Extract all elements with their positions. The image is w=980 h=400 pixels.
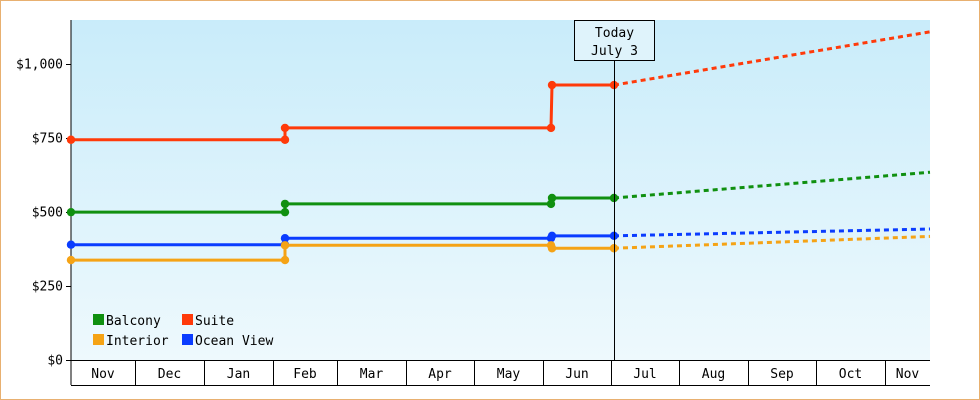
series-forecast-ocean-view: [613, 227, 931, 238]
data-point-suite: [546, 123, 556, 133]
legend-swatch-suite: [182, 314, 193, 325]
x-month-label: Dec: [158, 367, 181, 382]
y-tick-label: $1,000: [16, 58, 63, 73]
y-tick-label: $750: [32, 132, 63, 147]
x-month-label: Aug: [702, 367, 725, 382]
series-line-interior: [71, 243, 614, 262]
legend-swatch-ocean-view: [182, 334, 193, 345]
x-month-label: Oct: [839, 367, 862, 382]
x-month-label: Jul: [633, 367, 656, 382]
x-month-label: Mar: [360, 367, 384, 382]
legend-label-interior: Interior: [106, 334, 169, 349]
plot-area: [71, 20, 930, 360]
x-month-label: Sep: [770, 367, 794, 382]
legend-swatch-balcony: [93, 314, 104, 325]
y-tick-label: $500: [32, 206, 63, 221]
data-point-balcony: [547, 193, 557, 203]
series-line-balcony: [71, 196, 614, 214]
data-point-interior: [280, 241, 290, 250]
data-point-ocean-view: [547, 231, 557, 241]
today-box: [574, 20, 655, 61]
series-forecast-balcony: [613, 170, 931, 200]
x-month-label: Apr: [428, 367, 452, 382]
data-point-suite: [547, 80, 557, 90]
legend-label-ocean-view: Ocean View: [195, 334, 273, 349]
data-point-suite: [280, 135, 290, 144]
data-point-suite: [280, 123, 290, 133]
series-line-suite: [71, 83, 614, 142]
x-month-label: May: [497, 367, 521, 382]
x-month-label: Nov: [91, 367, 115, 382]
series-forecast-interior: [613, 234, 931, 250]
x-month-label: Feb: [293, 367, 317, 382]
x-month-label: Jan: [227, 367, 250, 382]
data-point-balcony: [280, 199, 290, 209]
data-point-balcony: [66, 207, 76, 217]
legend-label-suite: Suite: [195, 314, 234, 329]
data-point-interior: [547, 244, 557, 253]
legend-swatch-interior: [93, 334, 104, 345]
data-point-interior: [66, 255, 76, 265]
legend-label-balcony: Balcony: [106, 314, 161, 329]
today-date: July 3: [591, 44, 638, 59]
data-point-interior: [280, 255, 290, 265]
data-point-suite: [66, 135, 76, 144]
y-tick-label: $250: [32, 280, 63, 295]
data-point-balcony: [280, 207, 290, 217]
series-line-ocean-view: [71, 234, 614, 247]
y-tick-label: $0: [47, 354, 63, 369]
data-point-ocean-view: [66, 240, 76, 249]
x-month-label: Nov: [896, 367, 920, 382]
data-point-ocean-view: [280, 233, 290, 243]
today-label: Today: [595, 26, 634, 41]
x-month-label: Jun: [565, 367, 588, 382]
